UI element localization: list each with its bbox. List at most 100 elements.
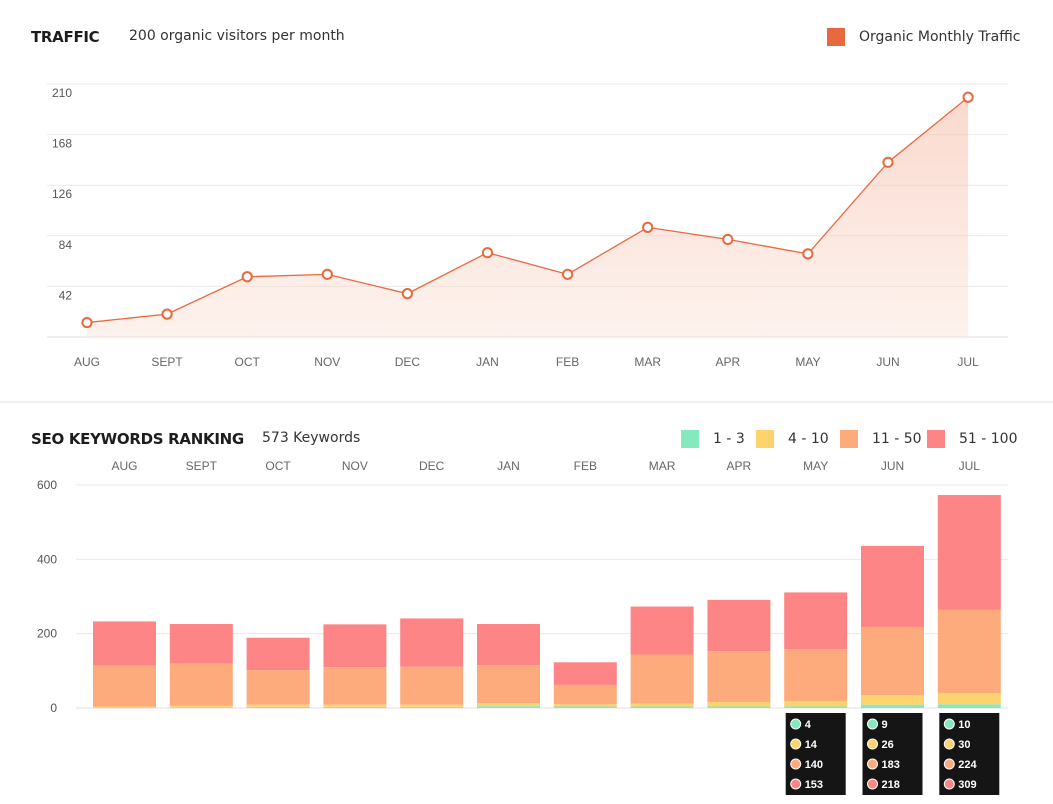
y-tick-label: 84 xyxy=(59,238,73,252)
bar-segment[interactable] xyxy=(400,706,464,708)
data-point[interactable] xyxy=(642,221,654,233)
bar-segment[interactable] xyxy=(861,545,924,627)
bar-segment[interactable] xyxy=(784,649,848,702)
bar-segment[interactable] xyxy=(553,684,617,705)
traffic-title: TRAFFIC xyxy=(31,28,100,46)
y-tick-label: 126 xyxy=(52,187,72,201)
bar-segment[interactable] xyxy=(169,624,233,664)
tooltip-value: 30 xyxy=(958,739,970,751)
traffic-area xyxy=(87,97,969,337)
data-point[interactable] xyxy=(481,247,494,259)
tooltip-swatch xyxy=(790,778,802,790)
legend-label-4-10: 4 - 10 xyxy=(788,431,829,447)
bar-segment[interactable] xyxy=(784,701,848,707)
tooltip-value: 153 xyxy=(805,779,823,791)
bar-segment[interactable] xyxy=(630,654,694,704)
data-point[interactable] xyxy=(962,91,974,103)
tooltip-value: 10 xyxy=(958,719,970,731)
y-tick-label: 400 xyxy=(37,552,57,566)
x-tick-label: AUG xyxy=(74,355,100,369)
x-tick-label: MAY xyxy=(803,459,828,473)
bar-segment[interactable] xyxy=(400,704,464,707)
tooltip-swatch xyxy=(867,778,878,790)
bar-segment[interactable] xyxy=(169,707,233,708)
legend-item-11-50[interactable]: 11 - 50 xyxy=(840,430,922,448)
legend-swatch-4-10 xyxy=(756,430,774,448)
bar-segment[interactable] xyxy=(784,706,848,708)
x-tick-label: JUL xyxy=(957,355,979,369)
legend-item-4-10[interactable]: 4 - 10 xyxy=(756,430,829,448)
x-tick-label: APR xyxy=(715,355,740,369)
legend-item-1-3[interactable]: 1 - 3 xyxy=(681,430,745,448)
legend-swatch-1-3 xyxy=(681,430,699,448)
tooltip-value: 14 xyxy=(805,739,818,751)
data-point[interactable] xyxy=(321,268,333,280)
bar-segment[interactable] xyxy=(246,670,310,705)
bar-segment[interactable] xyxy=(784,592,848,650)
x-tick-label: JUN xyxy=(876,355,899,369)
bar-segment[interactable] xyxy=(323,667,387,705)
bar-segment[interactable] xyxy=(477,665,540,704)
bar-segment[interactable] xyxy=(323,704,387,707)
bar-segment[interactable] xyxy=(937,495,1001,610)
bar-segment[interactable] xyxy=(630,606,694,655)
bar-segment[interactable] xyxy=(169,705,233,708)
bar-segment[interactable] xyxy=(707,651,771,703)
x-tick-label: NOV xyxy=(314,355,340,369)
x-tick-label: DEC xyxy=(395,355,421,369)
bar-segment[interactable] xyxy=(861,704,924,708)
tooltip-swatch xyxy=(867,738,878,750)
bar-segment[interactable] xyxy=(707,706,771,708)
bar-segment[interactable] xyxy=(93,665,156,707)
data-point[interactable] xyxy=(722,233,734,246)
bar-segment[interactable] xyxy=(707,599,771,652)
bar-segment[interactable] xyxy=(937,704,1001,708)
x-tick-label: SEPT xyxy=(186,459,218,473)
x-tick-label: OCT xyxy=(235,355,261,369)
bar-segment[interactable] xyxy=(400,618,464,667)
bar-segment[interactable] xyxy=(323,706,387,708)
x-tick-label: JUL xyxy=(959,459,981,473)
bar-segment[interactable] xyxy=(553,704,617,707)
data-point[interactable] xyxy=(562,268,574,280)
x-tick-label: JAN xyxy=(497,459,520,473)
bar-segment[interactable] xyxy=(93,621,156,666)
legend-item-51-100[interactable]: 51 - 100 xyxy=(927,430,1018,448)
bar-segment[interactable] xyxy=(323,624,387,668)
data-point[interactable] xyxy=(241,271,253,283)
bar-segment[interactable] xyxy=(477,624,540,666)
data-point[interactable] xyxy=(882,156,894,168)
x-tick-label: NOV xyxy=(342,459,368,473)
bar-segment[interactable] xyxy=(246,704,310,707)
tooltip-swatch xyxy=(943,718,955,730)
data-point[interactable] xyxy=(802,248,814,260)
tooltip-swatch xyxy=(943,758,955,770)
bar-segment[interactable] xyxy=(937,693,1001,705)
tooltip-value: 218 xyxy=(882,779,900,791)
bar-segment[interactable] xyxy=(553,662,617,685)
bar-segment[interactable] xyxy=(477,706,540,708)
bar-segment[interactable] xyxy=(169,663,233,706)
traffic-legend-label: Organic Monthly Traffic xyxy=(859,29,1021,45)
tooltip-value: 26 xyxy=(882,739,894,751)
data-point[interactable] xyxy=(401,288,413,300)
bar-segment[interactable] xyxy=(861,694,924,705)
bar-segment[interactable] xyxy=(861,626,924,695)
bar-segment[interactable] xyxy=(553,706,617,708)
bar-segment[interactable] xyxy=(477,703,540,707)
bar-segment[interactable] xyxy=(937,609,1001,694)
bar-segment[interactable] xyxy=(630,703,694,707)
traffic-legend[interactable]: Organic Monthly Traffic xyxy=(827,28,1020,46)
data-point[interactable] xyxy=(81,316,93,329)
bar-segment[interactable] xyxy=(93,706,156,708)
bar-segment[interactable] xyxy=(246,706,310,708)
bar-segment[interactable] xyxy=(246,637,310,671)
keywords-title: SEO KEYWORDS RANKING xyxy=(31,430,244,448)
y-tick-label: 210 xyxy=(52,86,72,100)
data-point[interactable] xyxy=(161,308,173,320)
bar-segment[interactable] xyxy=(400,666,464,705)
bar-segment[interactable] xyxy=(630,706,694,708)
keywords-chart: 0 200 400 600 AUG SEPT OCT NOV DEC JAN FEB MAR APR MA… xyxy=(37,459,1008,795)
bar-segment[interactable] xyxy=(707,702,771,707)
x-tick-label: SEPT xyxy=(151,355,183,369)
